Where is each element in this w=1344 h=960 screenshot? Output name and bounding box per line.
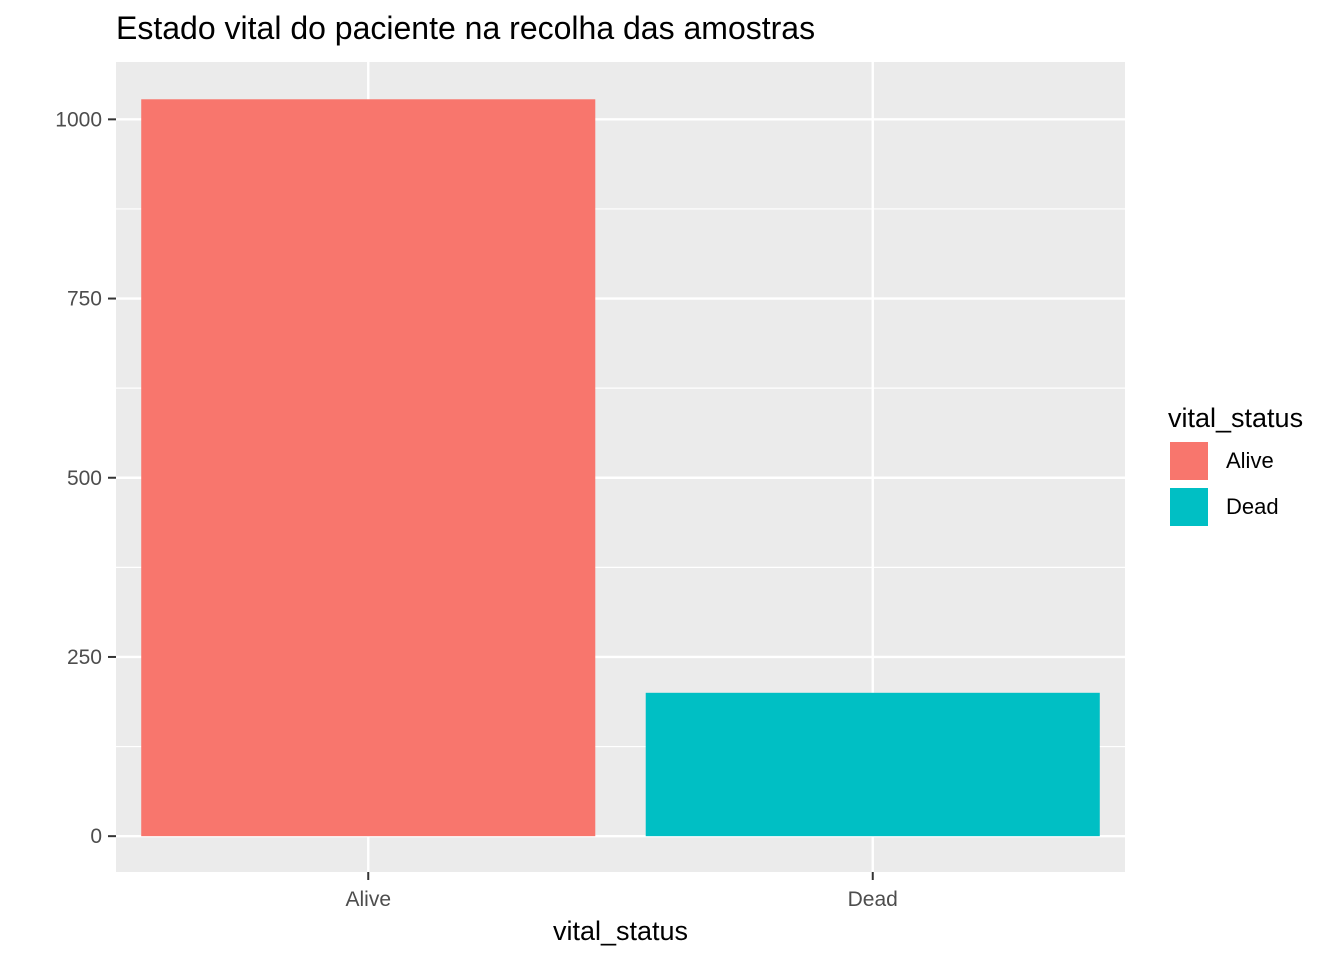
x-tick-label: Dead — [848, 888, 898, 911]
x-axis-label: vital_status — [553, 916, 688, 946]
legend: vital_status Alive Dead — [1168, 398, 1303, 530]
y-tick-label: 0 — [90, 825, 102, 848]
legend-item-alive: Alive — [1168, 438, 1303, 484]
bars — [141, 99, 1100, 837]
y-tick-label: 1000 — [55, 108, 102, 131]
y-tick-label: 750 — [67, 288, 102, 311]
legend-key-alive — [1168, 440, 1210, 482]
chart-title: Estado vital do paciente na recolha das … — [116, 10, 816, 46]
legend-label-alive: Alive — [1226, 448, 1274, 473]
y-tick-label: 250 — [67, 646, 102, 669]
legend-label-dead: Dead — [1226, 494, 1279, 519]
y-axis: 0 250 500 750 1000 — [55, 108, 116, 848]
legend-title: vital_status — [1168, 403, 1304, 433]
bar-alive — [141, 99, 596, 837]
x-axis: Alive Dead — [345, 872, 898, 911]
legend-key-dead — [1168, 486, 1210, 528]
x-tick-label: Alive — [345, 888, 391, 911]
y-tick-label: 500 — [67, 467, 102, 490]
bar-dead — [645, 692, 1100, 837]
legend-item-dead: Dead — [1168, 484, 1303, 530]
